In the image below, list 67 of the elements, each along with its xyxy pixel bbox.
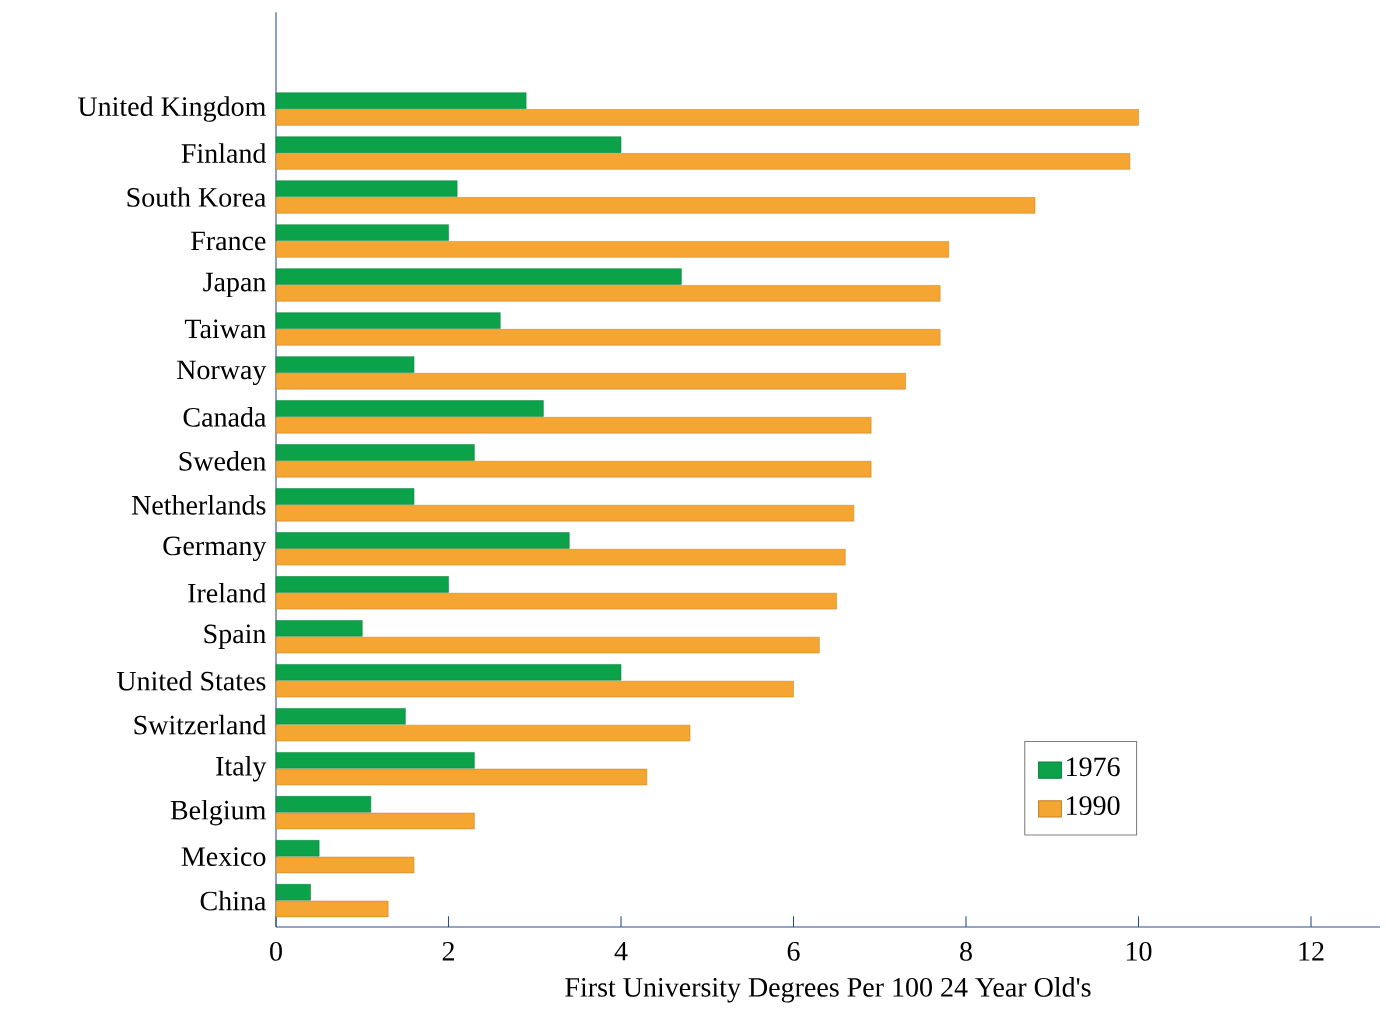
bar [275, 812, 475, 830]
bar [275, 592, 837, 610]
bar [275, 285, 941, 302]
bar [275, 241, 950, 258]
bar [275, 752, 475, 769]
bar [275, 724, 691, 742]
bar [275, 268, 682, 285]
x-tick-label: 6 [787, 941, 800, 961]
y-tick-label: Italy [216, 755, 267, 782]
x-tick-label: 10 [1126, 941, 1152, 961]
y-tick-label: Netherlands [131, 495, 266, 515]
bar [275, 444, 475, 461]
bar [275, 197, 1036, 214]
bar [275, 504, 855, 522]
bar [275, 548, 846, 566]
y-tick-label: Japan [203, 272, 266, 298]
bar [275, 224, 449, 241]
bar [275, 664, 622, 681]
legend-label: 1990 [1067, 796, 1120, 816]
x-tick-label: 0 [270, 941, 282, 961]
bar [275, 312, 501, 329]
y-tick-label: Canada [183, 407, 267, 427]
bar [275, 92, 527, 109]
bar [275, 796, 372, 813]
bar [275, 768, 648, 786]
bar [275, 373, 906, 390]
bar [275, 884, 311, 901]
bar [275, 620, 363, 637]
bar [275, 109, 1139, 126]
x-axis-title: First University Degrees Per 100 24 Year Old's [565, 977, 1091, 1003]
y-tick-label: Belgium [170, 799, 266, 826]
bar [275, 840, 320, 857]
x-tick-label: 12 [1299, 941, 1324, 961]
bar [275, 576, 449, 593]
y-tick-label: United Kingdom [78, 96, 266, 122]
y-tick-label: Switzerland [134, 714, 267, 735]
y-tick-label: Norway [177, 360, 267, 386]
y-tick-label: Spain [204, 624, 266, 650]
bar [275, 356, 415, 373]
y-tick-label: Germany [163, 536, 267, 562]
bar [275, 532, 570, 549]
bar [275, 153, 1131, 170]
bar [275, 856, 415, 874]
y-tick-label: Ireland [188, 582, 267, 603]
y-tick-label: Finland [181, 143, 267, 163]
bar [275, 180, 458, 197]
bar [275, 680, 794, 698]
x-tick-label: 2 [442, 941, 454, 961]
bar [275, 636, 820, 654]
bar [275, 136, 622, 153]
bar [275, 461, 872, 478]
bar [275, 900, 389, 918]
bar [275, 488, 415, 505]
bar [275, 708, 406, 725]
bar [275, 400, 544, 417]
y-tick-label: South Korea [127, 187, 266, 207]
x-tick-label: 4 [614, 941, 628, 961]
bar [275, 329, 941, 346]
y-tick-label: China [200, 890, 267, 911]
y-tick-label: Taiwan [184, 319, 267, 339]
y-tick-label: United States [116, 670, 266, 691]
y-tick-label: Sweden [179, 451, 266, 471]
y-tick-label: Mexico [181, 847, 266, 867]
bar [275, 417, 872, 434]
legend-label: 1976 [1067, 757, 1120, 777]
y-tick-label: France [191, 231, 266, 251]
x-tick-label: 8 [960, 941, 972, 961]
